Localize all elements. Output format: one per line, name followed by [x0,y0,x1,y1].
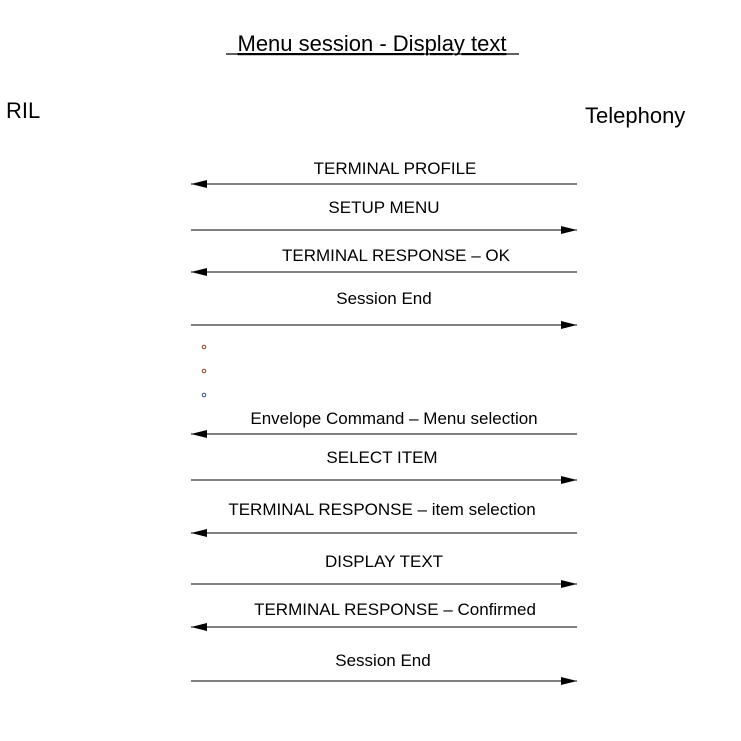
message-3: TERMINAL RESPONSE – OK [191,246,577,276]
message-7: TERMINAL RESPONSE – item selection [191,500,577,537]
diagram-title: Menu session - Display text [238,31,507,56]
message-label: TERMINAL RESPONSE – item selection [228,500,535,519]
message-6: SELECT ITEM [191,448,577,484]
message-label: DISPLAY TEXT [325,552,443,571]
message-2: SETUP MENU [191,198,577,234]
right-entity-label: Telephony [585,103,685,128]
message-label: SELECT ITEM [326,448,437,467]
ellipsis-dot [201,392,207,398]
message-label: Envelope Command – Menu selection [250,409,537,428]
message-label: TERMINAL PROFILE [314,159,477,178]
ellipsis-dot [201,344,207,350]
ellipsis-dot [201,368,207,374]
left-entity-label: RIL [6,98,40,123]
message-4: Session End [191,289,577,329]
message-label: Session End [335,651,430,670]
message-1: TERMINAL PROFILE [191,159,577,188]
message-label: TERMINAL RESPONSE – Confirmed [254,600,536,619]
message-label: Session End [336,289,431,308]
message-5: Envelope Command – Menu selection [191,409,577,438]
message-10: Session End [191,651,577,685]
message-9: TERMINAL RESPONSE – Confirmed [191,600,577,631]
message-label: SETUP MENU [328,198,439,217]
message-8: DISPLAY TEXT [191,552,577,588]
message-label: TERMINAL RESPONSE – OK [282,246,511,265]
